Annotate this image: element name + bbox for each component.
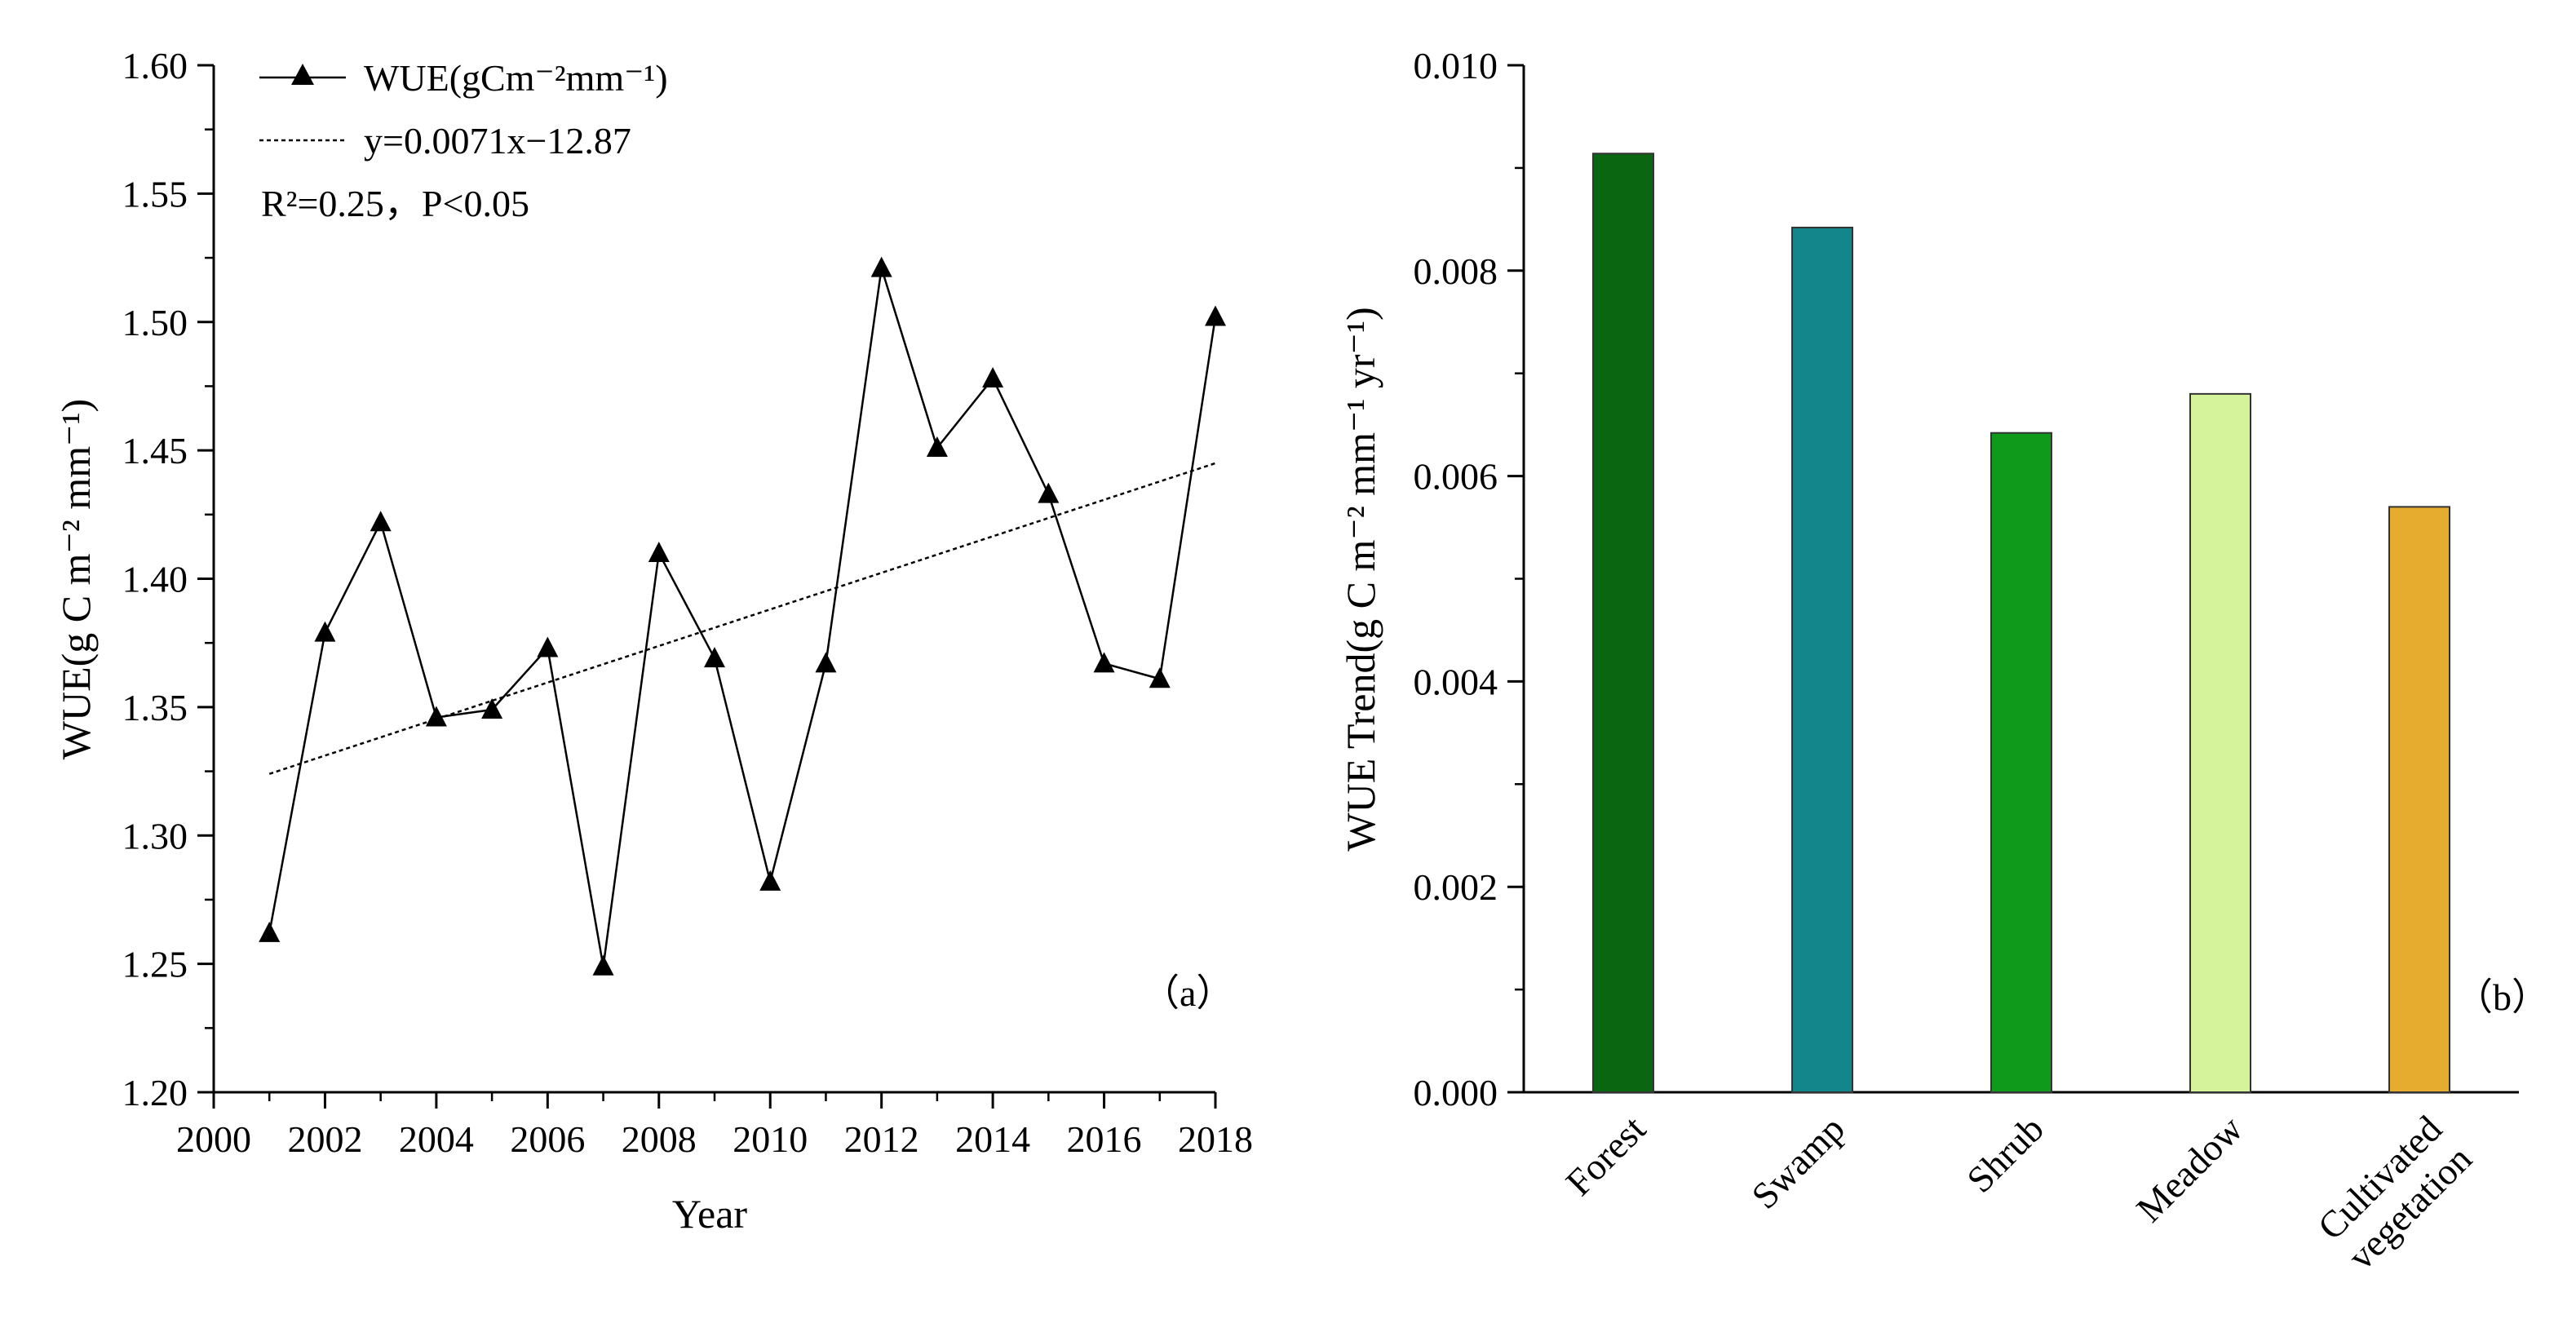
panel-a-data-point-2006 bbox=[537, 636, 559, 657]
panel-a-data-point-2015 bbox=[1038, 482, 1060, 503]
panel-a-data-point-2012 bbox=[870, 256, 892, 277]
panel-a-y-axis-title: WUE(g C m⁻² mm⁻¹) bbox=[53, 399, 99, 759]
panel-a-y-tick-label: 1.55 bbox=[122, 173, 188, 215]
category-label-cultivated-vegetation: Cultivatedvegetation bbox=[2309, 1108, 2479, 1277]
category-label-shrub: Shrub bbox=[1959, 1108, 2052, 1201]
panel-a-data-point-2010 bbox=[759, 870, 781, 891]
panel-a-y-tick-label: 1.60 bbox=[122, 45, 188, 86]
category-label-swamp: Swamp bbox=[1743, 1108, 1852, 1217]
panel-a-data-point-2001 bbox=[259, 921, 281, 942]
panel-a-y-tick-label: 1.40 bbox=[122, 559, 188, 600]
panel-a-x-tick-label: 2008 bbox=[622, 1118, 697, 1160]
panel-a-x-tick-label: 2018 bbox=[1178, 1118, 1253, 1160]
panel-b-bar-chart: 0.000 0.002 0.004 0.006 0.008 0.010 Forest Swa… bbox=[1338, 45, 2549, 1277]
bar-meadow bbox=[2189, 392, 2251, 1093]
panel-a-legend: WUE(gCm⁻²mm⁻¹) y=0.0071x−12.87 R²=0.25，P… bbox=[259, 57, 668, 224]
panel-a-trend-line bbox=[268, 462, 1216, 775]
panel-a-y-tick-label: 1.35 bbox=[122, 687, 188, 728]
panel-a-y-tick-label: 1.45 bbox=[122, 430, 188, 471]
panel-a-data-point-2004 bbox=[425, 706, 447, 727]
panel-a-y-tick-label: 1.20 bbox=[122, 1072, 188, 1113]
panel-b-y-tick-label: 0.010 bbox=[1414, 45, 1498, 86]
panel-a-wue-series-line bbox=[268, 268, 1217, 967]
panel-b-y-tick-label: 0.002 bbox=[1414, 866, 1498, 908]
category-label-line: Meadow bbox=[2128, 1107, 2251, 1229]
bar-shrub bbox=[1990, 432, 2052, 1093]
panel-a-x-tick-label: 2006 bbox=[510, 1118, 585, 1160]
panel-a-label: （a） bbox=[1142, 972, 1233, 1014]
panel-a-data-point-2005 bbox=[481, 698, 503, 719]
panel-a-x-tick-label: 2000 bbox=[176, 1118, 251, 1160]
legend-wue-label: WUE(gCm⁻²mm⁻¹) bbox=[364, 57, 668, 99]
panel-a-x-tick-label: 2016 bbox=[1067, 1118, 1142, 1160]
panel-a-data-point-2014 bbox=[982, 366, 1004, 387]
panel-a-data-point-2016 bbox=[1093, 652, 1115, 673]
panel-a-y-tick-label: 1.25 bbox=[122, 944, 188, 985]
panel-b-y-tick-label: 0.008 bbox=[1414, 250, 1498, 292]
panel-a-line-chart: 1.20 1.25 1.30 1.35 1.40 1.45 1.50 1.55 1.60 200… bbox=[53, 45, 1253, 1237]
bar-cultivated-vegetation bbox=[2388, 506, 2450, 1093]
legend-triangle-marker bbox=[291, 64, 314, 85]
stats-label: R²=0.25，P<0.05 bbox=[261, 183, 529, 224]
panel-a-data-point-2007 bbox=[592, 954, 614, 976]
panel-b-y-tick-label: 0.000 bbox=[1414, 1072, 1498, 1113]
panel-a-y-tick-label: 1.30 bbox=[122, 815, 188, 856]
panel-a-data-point-2003 bbox=[370, 511, 392, 532]
panel-a-x-tick-label: 2004 bbox=[399, 1118, 474, 1160]
panel-a-data-point-2018 bbox=[1205, 305, 1226, 326]
panel-a-x-axis-title: Year bbox=[672, 1191, 747, 1237]
panel-a-data-point-2013 bbox=[926, 436, 948, 457]
panel-a-data-point-2002 bbox=[314, 621, 336, 642]
panel-a-data-point-2008 bbox=[648, 542, 670, 563]
panel-b-y-axis-title: WUE Trend(g C m⁻² mm⁻¹ yr⁻¹) bbox=[1338, 307, 1383, 851]
category-label-meadow: Meadow bbox=[2128, 1107, 2251, 1229]
panel-a-x-tick-label: 2002 bbox=[287, 1118, 362, 1160]
category-label-line: Shrub bbox=[1959, 1108, 2052, 1201]
panel-a-x-tick-label: 2012 bbox=[844, 1118, 919, 1160]
panel-a-x-tick-label: 2014 bbox=[955, 1118, 1030, 1160]
panel-a-y-tick-label: 1.50 bbox=[122, 302, 188, 343]
category-label-line: Forest bbox=[1558, 1108, 1654, 1204]
legend-trend-label: y=0.0071x−12.87 bbox=[364, 120, 631, 162]
panel-a-x-tick-label: 2010 bbox=[733, 1118, 808, 1160]
panel-a-data-point-2017 bbox=[1149, 667, 1171, 688]
category-label-line: Swamp bbox=[1743, 1108, 1852, 1217]
bar-swamp bbox=[1791, 226, 1853, 1093]
panel-b-label: （b） bbox=[2455, 976, 2549, 1018]
panel-b-y-tick-label: 0.004 bbox=[1414, 661, 1498, 702]
category-label-forest: Forest bbox=[1558, 1108, 1654, 1204]
panel-a-data-point-2009 bbox=[704, 647, 725, 668]
panel-a-data-point-2011 bbox=[815, 652, 837, 673]
bar-forest bbox=[1592, 153, 1654, 1093]
panel-b-y-tick-label: 0.006 bbox=[1414, 456, 1498, 498]
